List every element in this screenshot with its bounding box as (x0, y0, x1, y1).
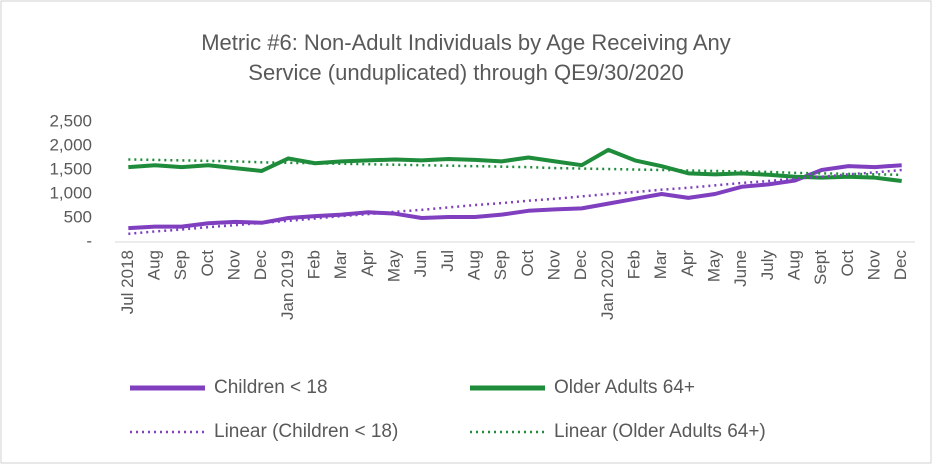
x-tick-label: Apr (358, 250, 377, 277)
x-tick-label: Aug (784, 250, 803, 280)
x-tick-label: Aug (144, 250, 163, 280)
x-tick-label: Aug (464, 250, 483, 280)
chart-title: Service (unduplicated) through QE9/30/20… (248, 60, 683, 85)
x-tick-label: Dec (251, 250, 270, 281)
x-tick-label: Jul 2018 (118, 250, 137, 314)
x-tick-label: Dec (891, 250, 910, 281)
x-tick-label: Sep (491, 250, 510, 280)
x-tick-label: July (758, 250, 777, 281)
x-tick-label: Nov (544, 250, 563, 281)
x-tick-label: Nov (864, 250, 883, 281)
x-tick-label: May (704, 250, 723, 283)
x-tick-label: Jul (438, 250, 457, 272)
series-line (128, 147, 902, 184)
x-tick-label: Oct (198, 250, 217, 277)
legend-label: Linear (Children < 18) (214, 421, 398, 442)
x-tick-label: Oct (838, 250, 857, 277)
x-tick-label: Feb (624, 250, 643, 279)
x-tick-label: Feb (304, 250, 323, 279)
x-tick-label: Oct (518, 250, 537, 277)
x-tick-label: Dec (571, 250, 590, 281)
x-tick-label: Jan 2020 (598, 250, 617, 320)
x-tick-label: Sep (171, 250, 190, 280)
legend-label: Older Adults 64+ (554, 377, 695, 398)
y-tick-label: - (86, 231, 92, 250)
x-tick-label: Jun (411, 250, 430, 277)
x-tick-label: Nov (224, 250, 243, 281)
x-tick-label: Mar (651, 250, 670, 280)
y-tick-label: 1,000 (49, 183, 92, 202)
chart-title: Metric #6: Non-Adult Individuals by Age … (201, 30, 731, 55)
y-tick-label: 2,500 (49, 111, 92, 130)
x-tick-label: Mar (331, 250, 350, 280)
x-tick-label: Jan 2019 (278, 250, 297, 320)
series-line (128, 163, 902, 231)
y-tick-label: 500 (64, 207, 92, 226)
x-tick-label: Sept (811, 250, 830, 285)
legend-label: Children < 18 (214, 377, 328, 398)
x-tick-label: June (731, 250, 750, 287)
x-tick-label: Apr (678, 250, 697, 277)
x-tick-label: May (384, 250, 403, 283)
y-tick-label: 2,000 (49, 135, 92, 154)
y-tick-label: 1,500 (49, 159, 92, 178)
legend-label: Linear (Older Adults 64+) (554, 421, 766, 442)
